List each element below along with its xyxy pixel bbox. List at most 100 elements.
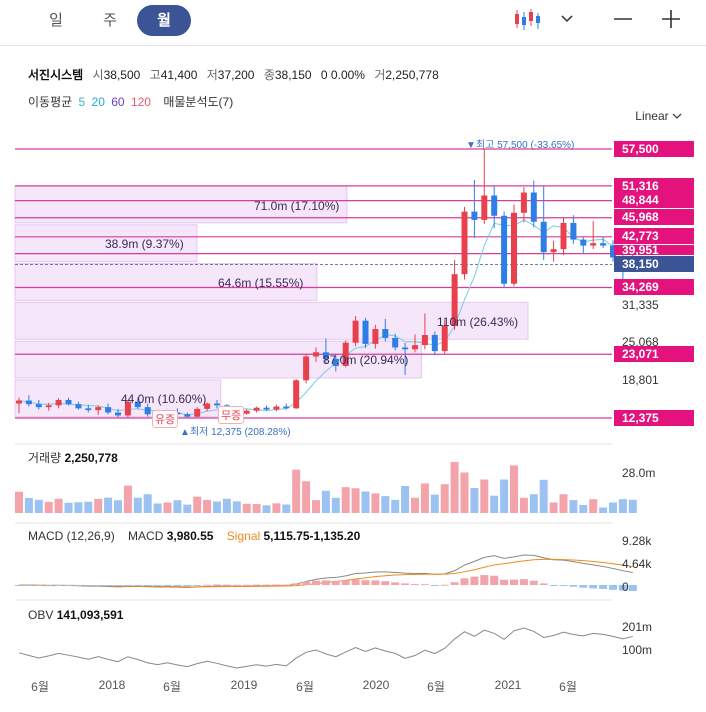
ma-120[interactable]: 120 (130, 95, 151, 109)
macd-line-label: MACD (128, 529, 164, 543)
macd-histogram-bar (361, 580, 370, 585)
candle-body (501, 215, 508, 284)
bonus-issue-badge[interactable]: 무증 (218, 406, 245, 424)
macd-histogram-bar (24, 585, 33, 586)
candle-body (105, 407, 112, 413)
candlestick-chart-icon[interactable] (512, 8, 542, 32)
ma-20[interactable]: 20 (91, 95, 105, 109)
volume-bar (351, 488, 360, 513)
macd-histogram-bar (232, 584, 241, 586)
tab-monthly[interactable]: 월 (137, 5, 191, 36)
candle-body (313, 352, 319, 357)
volume-bar (242, 503, 251, 513)
volume-bar (173, 500, 182, 513)
volume-bar (312, 500, 320, 513)
macd-histogram-bar (529, 580, 538, 585)
ma-5[interactable]: 5 (78, 95, 86, 109)
tab-weekly[interactable]: 주 (103, 12, 117, 29)
volume-profile-label: 71.0m (17.10%) (254, 199, 340, 213)
volume-bar (549, 502, 558, 513)
volume-bar (15, 491, 23, 513)
volume-bar (361, 491, 370, 513)
macd-histogram-bar (183, 585, 192, 586)
volume-bar (609, 502, 617, 513)
volume-profile-label[interactable]: 매물분석도(7) (163, 95, 234, 109)
volume-bar (589, 499, 598, 513)
indicator-legend: 이동평균 5 20 60 120 매물분석도(7) (28, 93, 236, 110)
volume-bar (440, 484, 449, 513)
volume-bar (628, 499, 637, 513)
candle-body (243, 410, 250, 414)
zoom-in-icon[interactable] (660, 8, 682, 32)
volume-value: 2,250,778 (385, 68, 439, 82)
price-tag-current: 38,150 (614, 256, 694, 272)
zoom-out-icon[interactable] (612, 8, 634, 32)
macd-histogram-bar (44, 585, 53, 586)
macd-histogram-bar (282, 584, 291, 586)
volume-bar (519, 497, 528, 513)
volume-bar (232, 501, 241, 513)
candle-body (303, 356, 310, 381)
rights-issue-badge[interactable]: 유증 (152, 410, 179, 428)
candle-body (471, 211, 478, 220)
candle-body (382, 329, 389, 338)
volume-bar (420, 483, 429, 513)
macd-histogram-bar (321, 580, 330, 585)
volume-panel-title: 거래량 (28, 451, 62, 465)
ma-60[interactable]: 60 (111, 95, 125, 109)
volume-bar (213, 501, 221, 513)
volume-profile-bar (14, 224, 198, 263)
close-label: 종 (263, 68, 275, 82)
macd-histogram-bar (490, 575, 499, 585)
volume-panel-label: 거래량 2,250,778 (28, 449, 118, 466)
scale-select[interactable]: Linear (635, 109, 682, 123)
ohlc-info: 서진시스템 시38,500 고41,400 저37,200 종38,150 0 … (28, 66, 439, 83)
volume-bar (64, 502, 73, 513)
macd-histogram-bar (84, 585, 93, 586)
macd-title: MACD (12,26,9) (28, 529, 115, 543)
candle-body (421, 334, 428, 346)
macd-histogram-bar (331, 580, 340, 585)
tab-daily[interactable]: 일 (49, 12, 63, 29)
candle-body (55, 399, 62, 406)
macd-histogram-bar (292, 583, 301, 585)
candle-body (115, 412, 121, 416)
ma-label[interactable]: 이동평균 (28, 95, 73, 109)
volume-bar (133, 497, 142, 513)
price-tag-resistance: 45,968 (614, 209, 694, 225)
macd-histogram-bar (94, 585, 103, 586)
obv-axis-label: 100m (622, 643, 653, 657)
candle-body (16, 400, 22, 404)
macd-histogram-bar (104, 585, 113, 586)
macd-histogram-bar (15, 585, 23, 586)
high-label: 고 (149, 68, 161, 82)
x-axis-label: 6월 (31, 680, 49, 694)
volume-bar (44, 501, 53, 513)
candle-body (25, 400, 32, 405)
candle-body (540, 221, 547, 253)
volume-bar (114, 500, 122, 513)
macd-histogram-bar (381, 581, 390, 585)
candle-body (590, 243, 597, 246)
price-tag-resistance: 39,951 (614, 245, 694, 255)
volume-bar (510, 465, 518, 513)
chevron-down-icon[interactable] (560, 8, 574, 32)
macd-histogram-bar (371, 580, 380, 585)
macd-axis-label: 4.64k (622, 557, 652, 571)
volume-bar (321, 490, 330, 513)
candle-body (352, 320, 359, 343)
macd-panel-label: MACD (12,26,9) MACD 3,980.55 Signal 5,11… (28, 529, 360, 543)
macd-histogram-bar (193, 585, 202, 586)
macd-histogram-bar (163, 585, 172, 586)
high-annotation: ▼최고 57,500 (-33.65%) (466, 140, 575, 151)
volume-profile-bar (14, 185, 348, 224)
candle-body (342, 342, 349, 366)
obv-line (18, 627, 633, 669)
candle-body (273, 406, 280, 410)
price-tag-high: 57,500 (614, 141, 694, 157)
candle-body (392, 337, 399, 348)
macd-histogram-bar (628, 585, 637, 591)
close-value: 38,150 (274, 68, 312, 82)
